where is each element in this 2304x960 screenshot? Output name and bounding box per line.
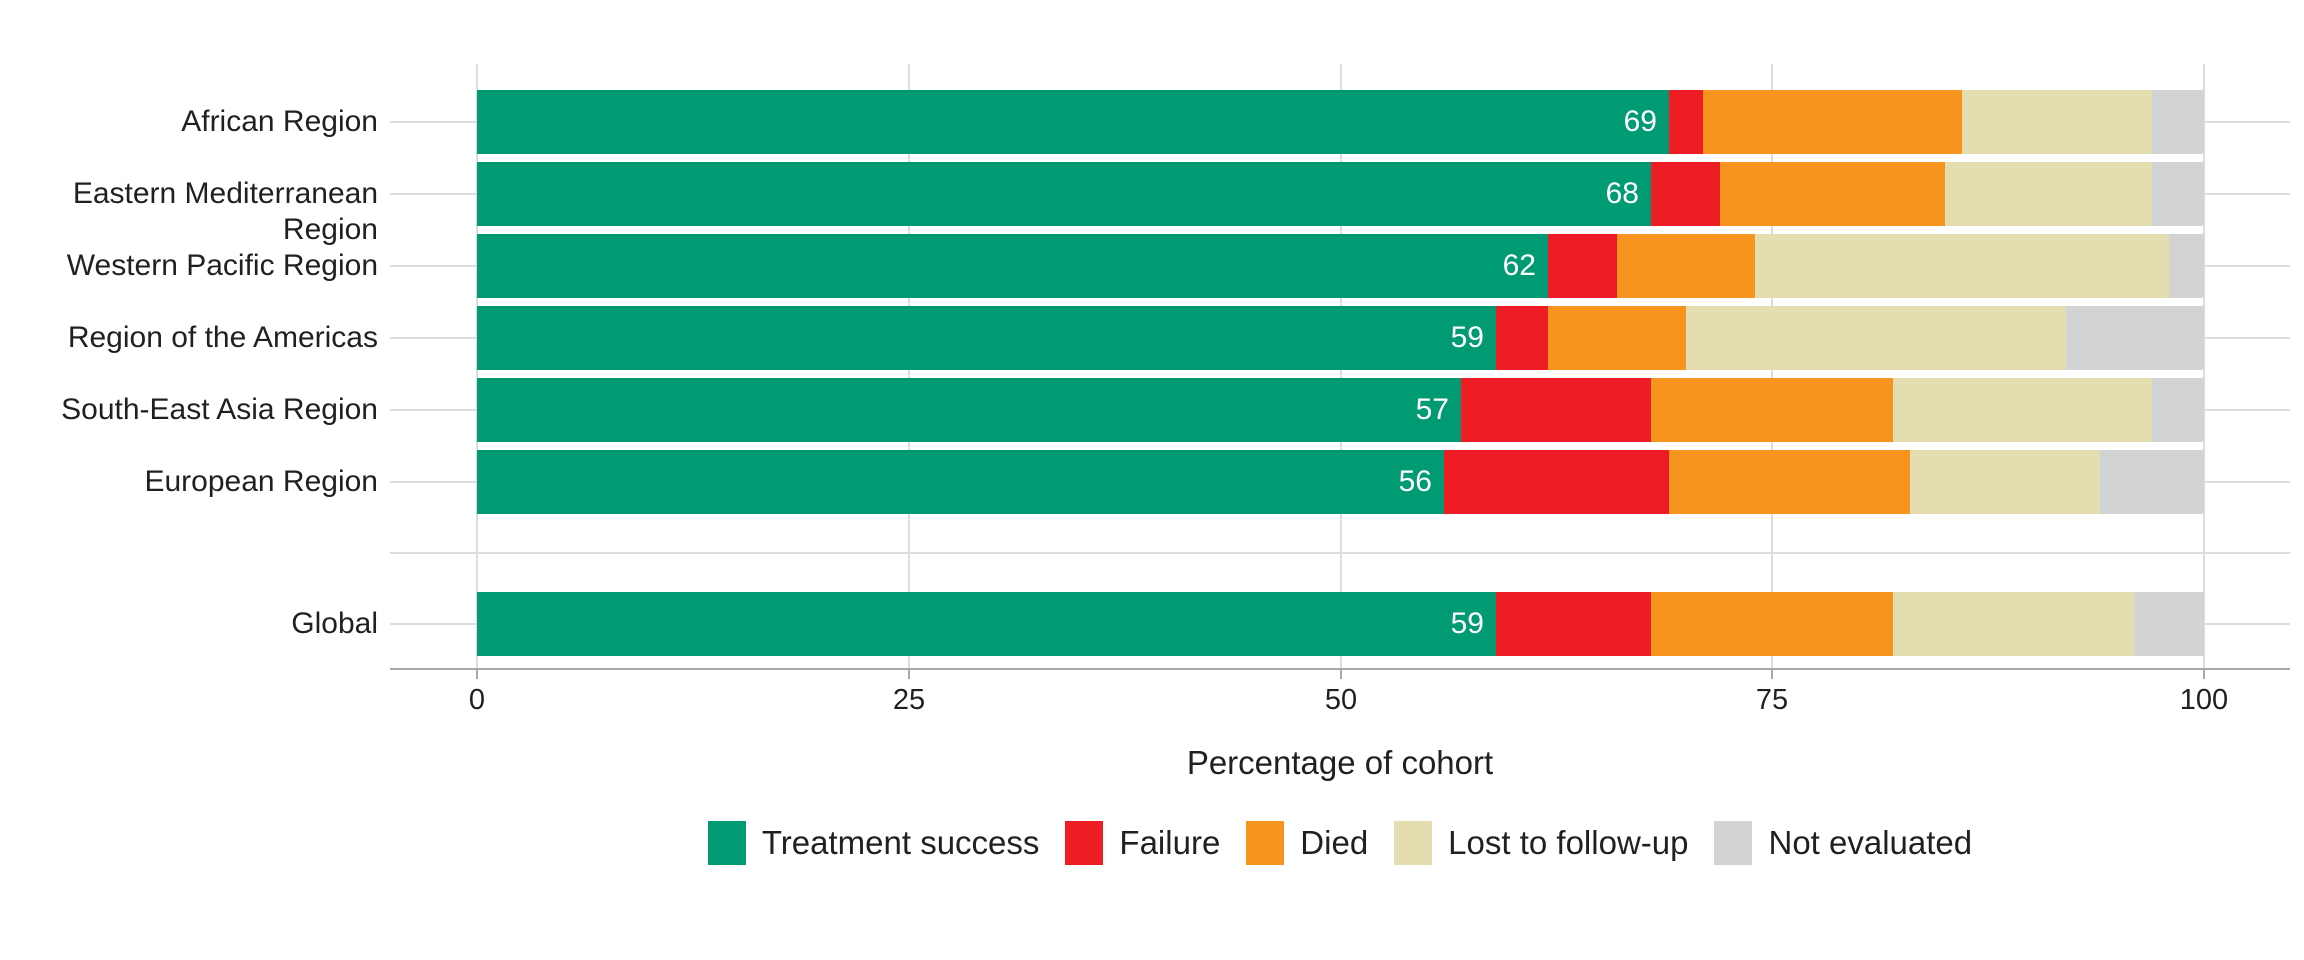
bar-segment-treatment-success bbox=[477, 306, 1496, 370]
bar-segment-lost-to-follow-up bbox=[1893, 378, 2152, 442]
bar-segment-died bbox=[1651, 592, 1893, 656]
bar-segment-not-evaluated bbox=[2066, 306, 2204, 370]
y-gridline bbox=[390, 552, 2290, 554]
bar-value-label: 59 bbox=[1450, 607, 1484, 640]
bar-segment-died bbox=[1548, 306, 1686, 370]
bar-value-label: 57 bbox=[1415, 393, 1449, 426]
x-axis-title: Percentage of cohort bbox=[1186, 744, 1494, 781]
x-axis-line bbox=[390, 668, 2290, 670]
legend-item-failure: Failure bbox=[1065, 821, 1220, 865]
bar-segment-failure bbox=[1669, 90, 1703, 154]
bar-segment-not-evaluated bbox=[2135, 592, 2204, 656]
bar-segment-not-evaluated bbox=[2152, 162, 2204, 226]
legend-label-died: Died bbox=[1300, 824, 1369, 861]
bar-segment-lost-to-follow-up bbox=[1945, 162, 2152, 226]
legend: Treatment success Failure Died Lost to foll… bbox=[390, 821, 2290, 865]
bar-eastern-mediterranean-region: 68 bbox=[477, 162, 2204, 226]
bar-segment-failure bbox=[1651, 162, 1720, 226]
legend-item-not-evaluated: Not evaluated bbox=[1714, 821, 1972, 865]
bar-value-label: 62 bbox=[1502, 249, 1536, 282]
bar-segment-lost-to-follow-up bbox=[1962, 90, 2152, 154]
x-axis-tick-label: 100 bbox=[2179, 684, 2229, 716]
bar-segment-lost-to-follow-up bbox=[1893, 592, 2135, 656]
x-axis-tick-label: 0 bbox=[468, 684, 486, 716]
bar-value-label: 69 bbox=[1623, 105, 1657, 138]
x-axis-tick-label: 50 bbox=[1324, 684, 1358, 716]
bar-segment-died bbox=[1651, 378, 1893, 442]
bar-value-label: 59 bbox=[1450, 321, 1484, 354]
bar-segment-failure bbox=[1548, 234, 1617, 298]
bar-segment-lost-to-follow-up bbox=[1755, 234, 2169, 298]
bar-western-pacific-region: 62 bbox=[477, 234, 2204, 298]
legend-swatch-died bbox=[1246, 821, 1285, 865]
legend-label-lost-to-follow-up: Lost to follow-up bbox=[1448, 824, 1689, 861]
row-label-western-pacific-region: Western Pacific Region bbox=[66, 249, 378, 282]
bar-segment-lost-to-follow-up bbox=[1910, 450, 2100, 514]
legend-label-failure: Failure bbox=[1119, 824, 1221, 861]
x-axis-tick bbox=[2203, 670, 2205, 679]
legend-swatch-not-evaluated bbox=[1714, 821, 1753, 865]
row-label-african-region: African Region bbox=[181, 105, 378, 138]
bar-segment-treatment-success bbox=[477, 592, 1496, 656]
legend-label-not-evaluated: Not evaluated bbox=[1768, 824, 1973, 861]
legend-item-died: Died bbox=[1246, 821, 1368, 865]
bar-segment-not-evaluated bbox=[2169, 234, 2204, 298]
bar-segment-treatment-success bbox=[477, 90, 1669, 154]
legend-label-treatment-success: Treatment success bbox=[761, 824, 1040, 861]
bar-segment-died bbox=[1720, 162, 1945, 226]
x-axis-tick bbox=[476, 670, 478, 679]
bar-european-region: 56 bbox=[477, 450, 2204, 514]
bar-value-label: 56 bbox=[1398, 465, 1432, 498]
x-axis-tick bbox=[1340, 670, 1342, 679]
bar-segment-treatment-success bbox=[477, 450, 1444, 514]
bar-region-of-the-americas: 59 bbox=[477, 306, 2204, 370]
row-label-european-region: European Region bbox=[144, 465, 378, 498]
legend-swatch-lost-to-follow-up bbox=[1394, 821, 1433, 865]
x-axis-tick bbox=[908, 670, 910, 679]
row-label-global: Global bbox=[291, 607, 378, 640]
row-label-south-east-asia-region: South-East Asia Region bbox=[61, 393, 378, 426]
x-gridline bbox=[2203, 64, 2205, 669]
bar-segment-failure bbox=[1496, 592, 1651, 656]
legend-swatch-failure bbox=[1065, 821, 1104, 865]
bar-global: 59 bbox=[477, 592, 2204, 656]
bar-segment-treatment-success bbox=[477, 162, 1651, 226]
bar-segment-failure bbox=[1496, 306, 1548, 370]
bar-segment-lost-to-follow-up bbox=[1686, 306, 2066, 370]
legend-item-lost-to-follow-up: Lost to follow-up bbox=[1394, 821, 1688, 865]
x-axis-tick-label: 75 bbox=[1755, 684, 1789, 716]
row-label-eastern-mediterranean-region: Eastern Mediterranean Region bbox=[72, 177, 378, 246]
bar-segment-died bbox=[1669, 450, 1910, 514]
x-axis-tick-label: 25 bbox=[892, 684, 926, 716]
bar-segment-failure bbox=[1444, 450, 1669, 514]
bar-segment-not-evaluated bbox=[2100, 450, 2204, 514]
bar-segment-died bbox=[1703, 90, 1962, 154]
bar-south-east-asia-region: 57 bbox=[477, 378, 2204, 442]
bar-value-label: 68 bbox=[1605, 177, 1639, 210]
bar-segment-treatment-success bbox=[477, 234, 1548, 298]
row-label-region-of-the-americas: Region of the Americas bbox=[67, 321, 378, 354]
bar-segment-not-evaluated bbox=[2152, 378, 2204, 442]
bar-african-region: 69 bbox=[477, 90, 2204, 154]
x-axis-tick bbox=[1771, 670, 1773, 679]
bar-segment-died bbox=[1617, 234, 1755, 298]
legend-swatch-treatment-success bbox=[707, 821, 746, 865]
bar-segment-not-evaluated bbox=[2152, 90, 2204, 154]
bar-segment-treatment-success bbox=[477, 378, 1461, 442]
legend-item-treatment-success: Treatment success bbox=[707, 821, 1040, 865]
bar-segment-failure bbox=[1461, 378, 1651, 442]
